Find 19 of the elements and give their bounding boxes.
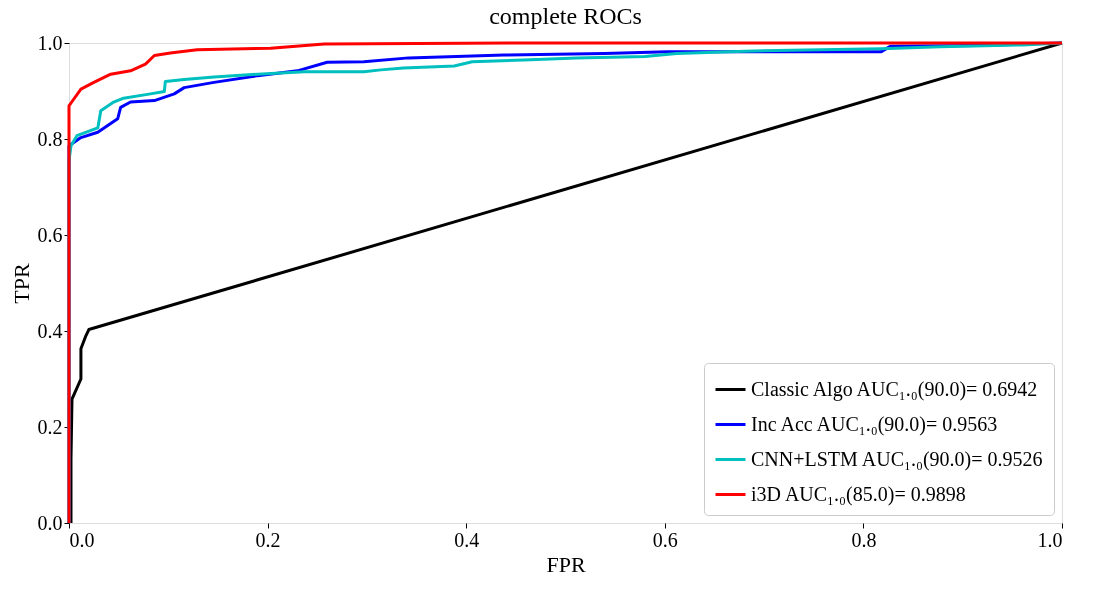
x-tick-label: 0.4 xyxy=(454,528,480,551)
legend-label: Inc Acc AUC₁.₀(90.0)= 0.9563 xyxy=(751,412,998,436)
chart-title: complete ROCs xyxy=(489,3,642,29)
x-tick-label: 0.8 xyxy=(851,528,877,551)
y-tick-label: 0.6 xyxy=(37,223,63,246)
y-tick-label: 1.0 xyxy=(37,31,63,54)
y-tick-label: 0.0 xyxy=(37,511,63,534)
legend-label: CNN+LSTM AUC₁.₀(90.0)= 0.9526 xyxy=(751,447,1043,471)
legend-label: Classic Algo AUC₁.₀(90.0)= 0.6942 xyxy=(751,377,1038,401)
x-tick-label: 0.2 xyxy=(255,528,281,551)
y-tick-label: 0.2 xyxy=(37,415,63,438)
y-tick-label: 0.4 xyxy=(37,319,63,342)
x-tick-label: 0.0 xyxy=(69,528,95,551)
y-axis-title: TPR xyxy=(8,263,34,304)
x-tick-label: 1.0 xyxy=(1037,528,1063,551)
legend-label: i3D AUC₁.₀(85.0)= 0.9898 xyxy=(751,482,966,506)
y-tick-label: 0.8 xyxy=(37,127,63,150)
x-axis-title: FPR xyxy=(546,551,586,577)
x-tick-label: 0.6 xyxy=(652,528,678,551)
